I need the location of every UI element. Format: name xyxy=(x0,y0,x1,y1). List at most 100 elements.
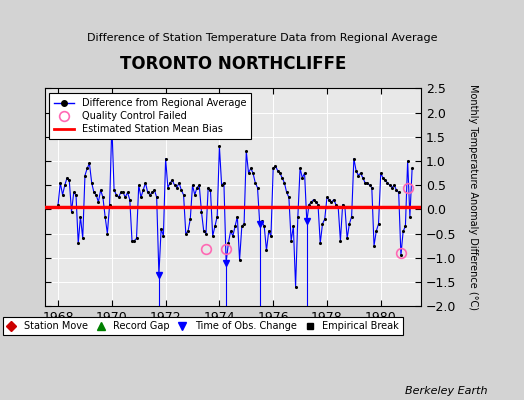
Point xyxy=(352,168,361,174)
Point xyxy=(58,192,67,198)
Point xyxy=(72,192,80,198)
Point xyxy=(107,122,116,128)
Point xyxy=(222,259,231,266)
Point xyxy=(383,180,391,186)
Point xyxy=(130,238,138,244)
Point xyxy=(148,189,156,196)
Point xyxy=(334,204,342,210)
Point xyxy=(117,189,125,196)
Point xyxy=(278,175,286,181)
Point xyxy=(161,155,170,162)
Legend: Station Move, Record Gap, Time of Obs. Change, Empirical Break: Station Move, Record Gap, Time of Obs. C… xyxy=(3,317,403,335)
Point xyxy=(372,228,380,234)
Point xyxy=(99,194,107,200)
Point xyxy=(186,216,194,222)
Point xyxy=(280,180,289,186)
Point xyxy=(336,238,345,244)
Point xyxy=(267,233,275,239)
Point xyxy=(240,221,248,227)
Point xyxy=(291,284,300,290)
Point xyxy=(300,170,309,176)
Point xyxy=(265,228,273,234)
Point xyxy=(282,189,291,196)
Point xyxy=(77,214,85,220)
Point xyxy=(103,230,112,237)
Point xyxy=(206,187,215,193)
Point xyxy=(126,196,134,203)
Point xyxy=(144,189,152,196)
Point xyxy=(119,189,127,196)
Point xyxy=(70,189,78,196)
Point xyxy=(347,214,356,220)
Point xyxy=(368,184,376,191)
Point xyxy=(228,233,237,239)
Point xyxy=(395,189,403,196)
Point xyxy=(247,165,255,172)
Point xyxy=(274,168,282,174)
Point xyxy=(303,218,311,225)
Point xyxy=(213,214,221,220)
Point xyxy=(365,182,374,188)
Point xyxy=(289,223,298,230)
Point xyxy=(406,214,414,220)
Point xyxy=(193,184,201,191)
Point xyxy=(200,228,208,234)
Point xyxy=(325,196,333,203)
Point xyxy=(188,182,196,188)
Point xyxy=(244,170,253,176)
Point xyxy=(314,201,322,208)
Point xyxy=(350,155,358,162)
Point xyxy=(168,177,177,184)
Point xyxy=(354,172,363,179)
Point xyxy=(256,221,264,227)
Point xyxy=(191,192,199,198)
Point xyxy=(157,226,166,232)
Point xyxy=(403,158,412,164)
Point xyxy=(377,170,385,176)
Point xyxy=(150,187,159,193)
Point xyxy=(258,218,266,225)
Point xyxy=(381,177,389,184)
Point xyxy=(179,192,188,198)
Point xyxy=(155,272,163,278)
Point xyxy=(242,148,250,154)
Point xyxy=(312,199,320,205)
Point xyxy=(356,170,365,176)
Point xyxy=(399,228,407,234)
Point xyxy=(197,208,205,215)
Point xyxy=(233,214,242,220)
Point xyxy=(137,194,145,200)
Point xyxy=(96,187,105,193)
Point xyxy=(260,223,268,230)
Point xyxy=(220,180,228,186)
Point xyxy=(341,204,349,210)
Point xyxy=(318,221,326,227)
Point xyxy=(316,240,324,246)
Point xyxy=(249,170,257,176)
Point xyxy=(112,192,121,198)
Point xyxy=(307,199,315,205)
Point xyxy=(123,189,132,196)
Point xyxy=(110,187,118,193)
Point xyxy=(202,230,210,237)
Point xyxy=(271,163,280,169)
Point xyxy=(211,223,219,230)
Point xyxy=(204,184,212,191)
Point xyxy=(146,192,154,198)
Point xyxy=(305,201,313,208)
Point xyxy=(379,175,387,181)
Point xyxy=(408,165,417,172)
Point xyxy=(293,214,302,220)
Point xyxy=(285,194,293,200)
Point xyxy=(224,240,233,246)
Point xyxy=(92,192,101,198)
Point xyxy=(175,180,183,186)
Point xyxy=(401,223,410,230)
Point xyxy=(170,182,179,188)
Text: Difference of Station Temperature Data from Regional Average: Difference of Station Temperature Data f… xyxy=(87,33,437,43)
Point xyxy=(177,187,185,193)
Point xyxy=(330,196,338,203)
Point xyxy=(345,221,354,227)
Point xyxy=(226,228,235,234)
Point xyxy=(166,180,174,186)
